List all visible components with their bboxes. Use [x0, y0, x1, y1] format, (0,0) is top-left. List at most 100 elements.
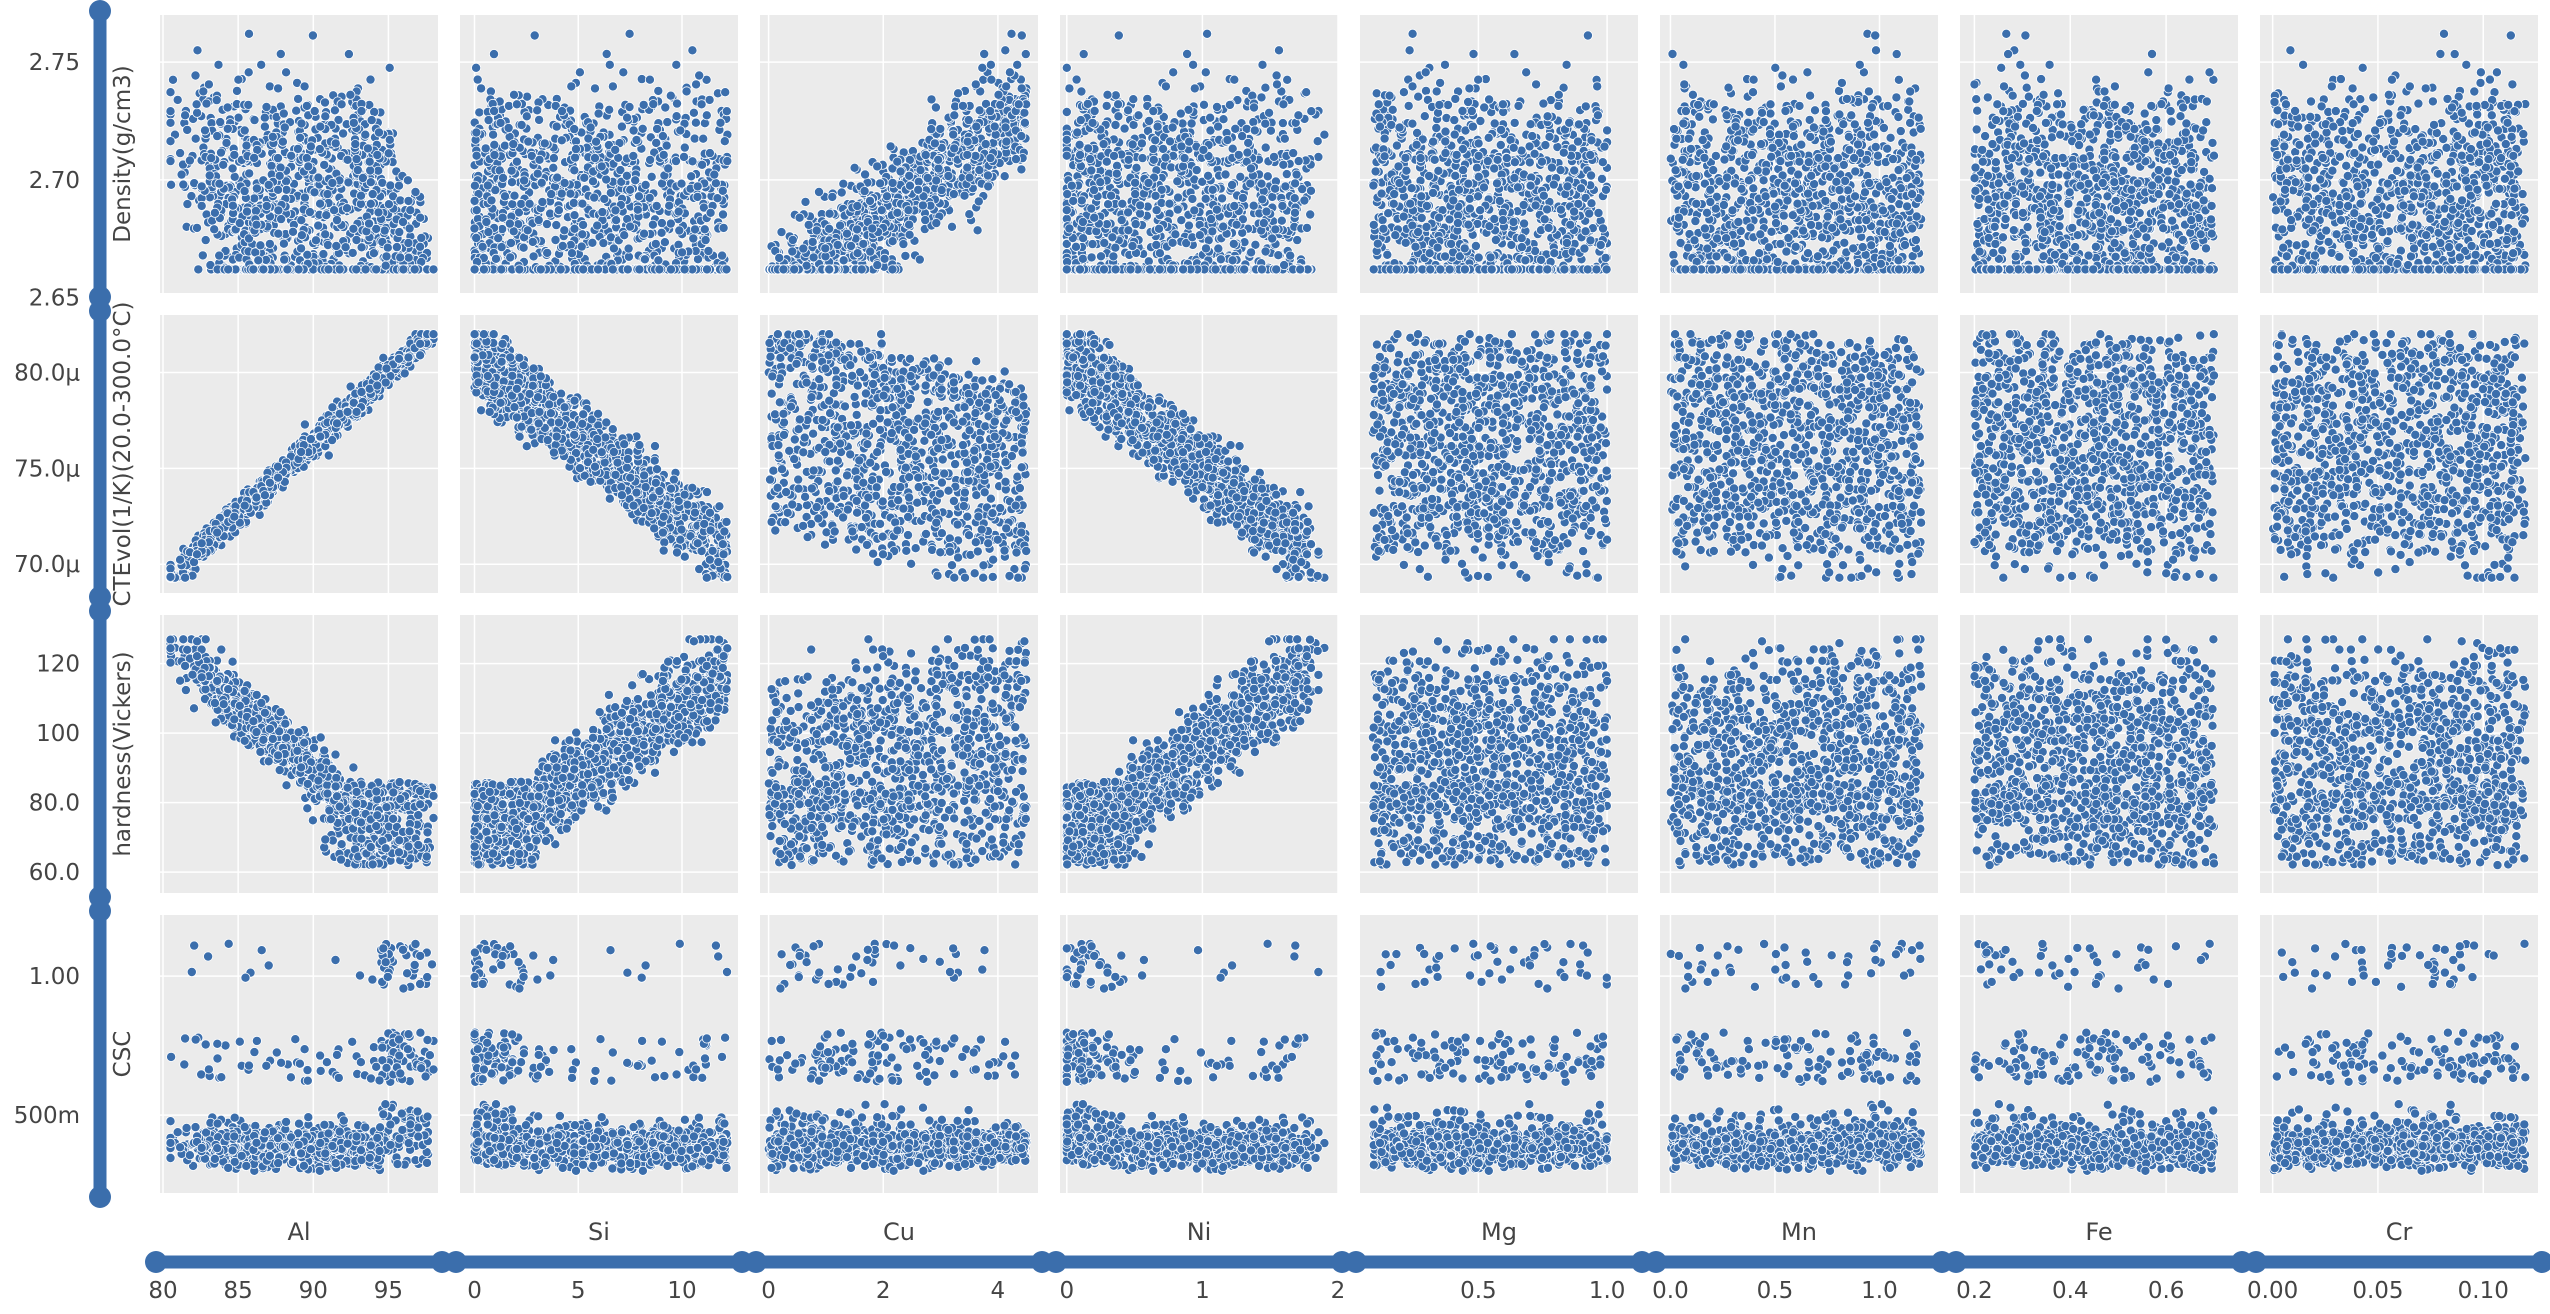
- scatter-point: [506, 253, 515, 262]
- scatter-point: [277, 215, 286, 224]
- scatter-point: [489, 50, 498, 59]
- scatter-point: [921, 216, 930, 225]
- scatter-point: [1226, 265, 1235, 274]
- scatter-point: [663, 118, 672, 127]
- scatter-point: [332, 241, 341, 250]
- scatter-point: [1144, 178, 1153, 187]
- scatter-point: [1017, 31, 1026, 40]
- scatter-point: [177, 170, 186, 179]
- scatter-point: [328, 178, 337, 187]
- scatter-point: [210, 225, 219, 234]
- scatter-point: [638, 124, 647, 133]
- scatter-point: [1195, 231, 1204, 240]
- scatter-point: [1208, 227, 1217, 236]
- scatter-point: [1201, 68, 1210, 77]
- scatter-point: [250, 153, 259, 162]
- scatter-point: [850, 163, 859, 172]
- scatter-point: [682, 87, 691, 96]
- scatter-point: [556, 265, 565, 274]
- scatter-point: [1190, 206, 1199, 215]
- scatter-point: [429, 265, 438, 274]
- scatter-point: [790, 265, 799, 274]
- scatter-point: [470, 181, 479, 190]
- scatter-point: [385, 135, 394, 144]
- scatter-point: [947, 222, 956, 231]
- scatter-point: [1014, 100, 1023, 109]
- scatter-point: [1149, 155, 1158, 164]
- scatter-point: [274, 185, 283, 194]
- scatter-point: [1124, 106, 1133, 115]
- scatter-point: [1420, 112, 1429, 121]
- scatter-point: [905, 181, 914, 190]
- scatter-point: [385, 63, 394, 72]
- scatter-point: [483, 181, 492, 190]
- scatter-point: [274, 84, 283, 93]
- scatter-point: [963, 137, 972, 146]
- scatter-point: [706, 208, 715, 217]
- scatter-point: [201, 236, 210, 245]
- scatter-point: [839, 179, 848, 188]
- scatter-point: [882, 192, 891, 201]
- scatter-point: [321, 230, 330, 239]
- scatter-point: [605, 60, 614, 69]
- scatter-point: [1581, 102, 1590, 111]
- scatter-point: [166, 118, 175, 127]
- scatter-point: [294, 265, 303, 274]
- scatter-point: [316, 122, 325, 131]
- scatter-point: [836, 221, 845, 230]
- scatter-point: [1203, 29, 1212, 38]
- scatter-point: [549, 163, 558, 172]
- scatter-point: [1017, 165, 1026, 174]
- scatter-point: [535, 155, 544, 164]
- scatter-point: [273, 154, 282, 163]
- scatter-point: [497, 265, 506, 274]
- scatter-point: [1153, 122, 1162, 131]
- scatter-point: [1128, 140, 1137, 149]
- scatter-point: [411, 187, 420, 196]
- scatter-point: [825, 224, 834, 233]
- scatter-point: [216, 118, 225, 127]
- scatter-point: [658, 132, 667, 141]
- scatter-point: [311, 236, 320, 245]
- scatter-point: [216, 148, 225, 157]
- scatter-point: [560, 178, 569, 187]
- scatter-point: [984, 182, 993, 191]
- scatter-point: [342, 204, 351, 213]
- scatter-point: [675, 226, 684, 235]
- scatter-point: [509, 140, 518, 149]
- scatter-point: [1102, 101, 1111, 110]
- scatter-point: [361, 265, 370, 274]
- scatter-point: [1166, 265, 1175, 274]
- scatter-point: [600, 194, 609, 203]
- scatter-point: [662, 141, 671, 150]
- scatter-point: [1096, 252, 1105, 261]
- scatter-point: [1522, 68, 1531, 77]
- scatter-point: [252, 184, 261, 193]
- scatter-point: [1199, 100, 1208, 109]
- scatter-point: [975, 166, 984, 175]
- scatter-point: [1314, 152, 1323, 161]
- scatter-point: [543, 248, 552, 257]
- scatter-point: [332, 216, 341, 225]
- scatter-point: [245, 169, 254, 178]
- scatter-point: [915, 255, 924, 264]
- scatter-point: [799, 244, 808, 253]
- scatter-point: [666, 219, 675, 228]
- scatter-point: [661, 103, 670, 112]
- scatter-point: [1073, 128, 1082, 137]
- scatter-point: [640, 255, 649, 264]
- scatter-point: [194, 265, 203, 274]
- scatter-point: [593, 221, 602, 230]
- scatter-point: [386, 181, 395, 190]
- scatter-point: [331, 139, 340, 148]
- scatter-point: [1404, 101, 1413, 110]
- scatter-point: [1002, 137, 1011, 146]
- scatter-point: [578, 230, 587, 239]
- scatter-point: [1294, 157, 1303, 166]
- panel-density-g-cm3-vs-cu: [760, 15, 1038, 293]
- scatter-point: [1286, 251, 1295, 260]
- scatter-point: [602, 175, 611, 184]
- scatter-point: [1149, 107, 1158, 116]
- scatter-point: [1184, 221, 1193, 230]
- scatter-point: [369, 249, 378, 258]
